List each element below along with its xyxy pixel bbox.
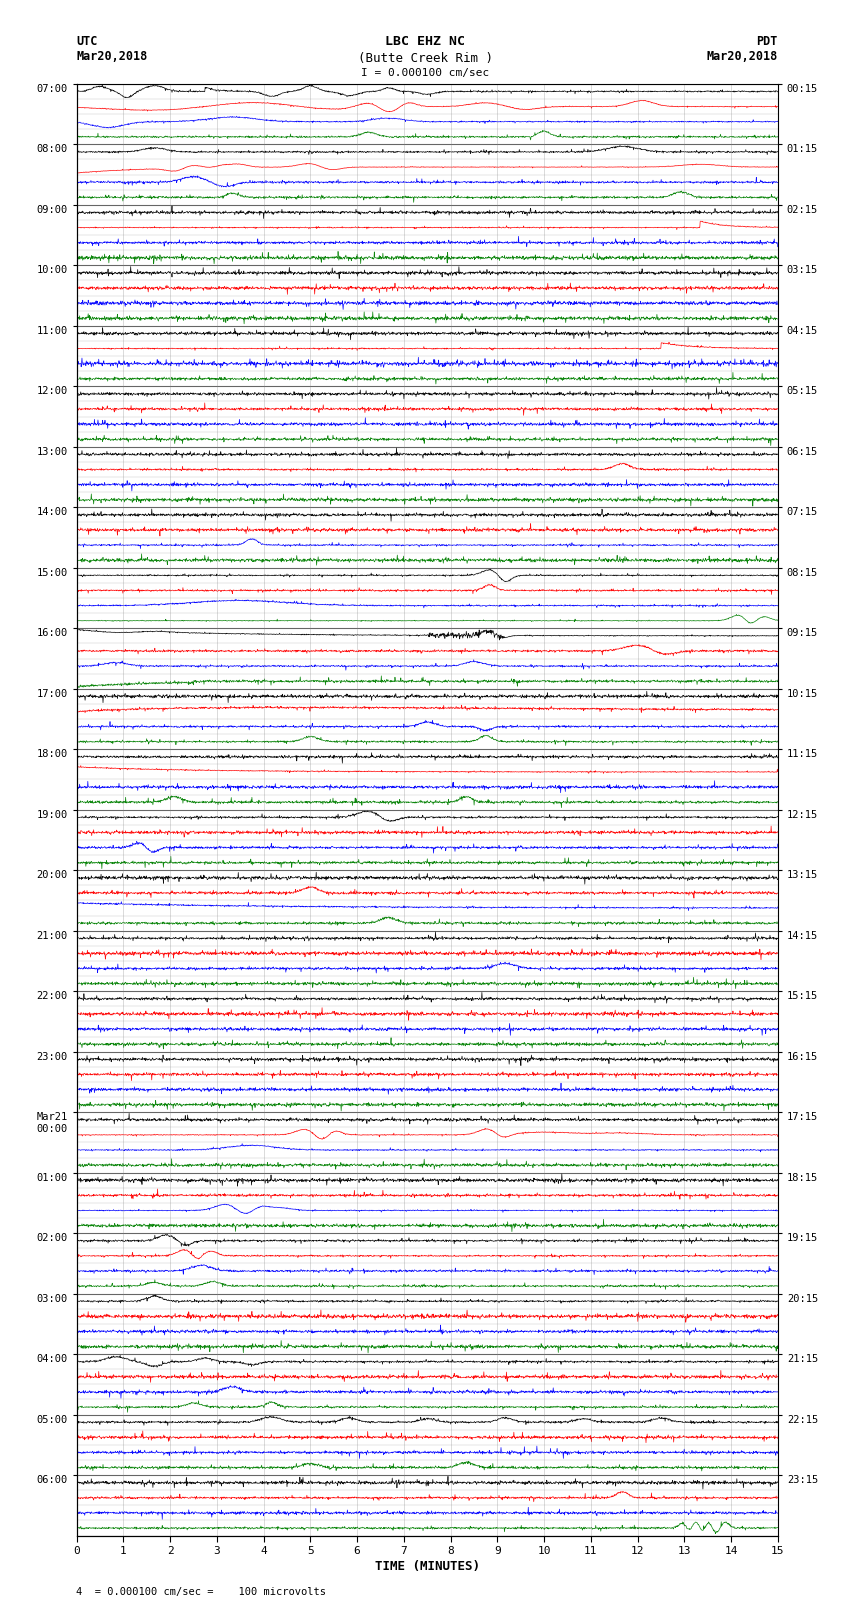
Text: Mar20,2018: Mar20,2018 [706,50,778,63]
Text: LBC EHZ NC: LBC EHZ NC [385,35,465,48]
X-axis label: TIME (MINUTES): TIME (MINUTES) [375,1560,479,1573]
Text: Mar20,2018: Mar20,2018 [76,50,148,63]
Text: (Butte Creek Rim ): (Butte Creek Rim ) [358,52,492,65]
Text: PDT: PDT [756,35,778,48]
Text: UTC: UTC [76,35,98,48]
Text: I = 0.000100 cm/sec: I = 0.000100 cm/sec [361,68,489,77]
Text: 4  = 0.000100 cm/sec =    100 microvolts: 4 = 0.000100 cm/sec = 100 microvolts [76,1587,326,1597]
